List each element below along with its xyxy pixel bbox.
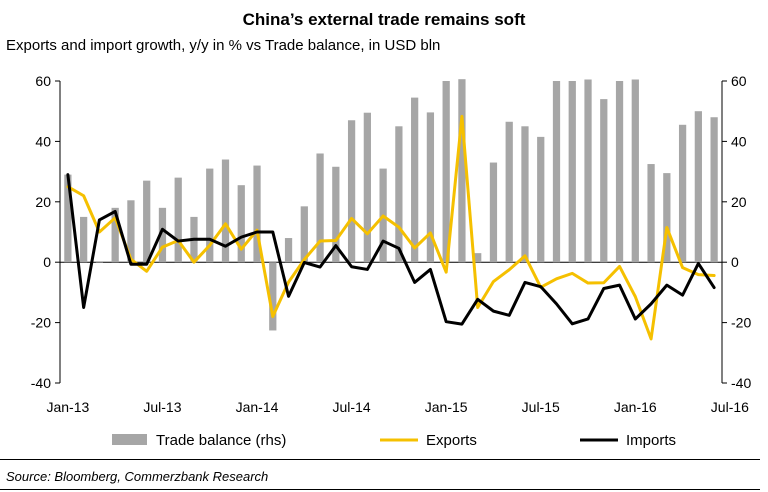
trade-balance-bar bbox=[710, 117, 718, 263]
x-tick-label: Jan-13 bbox=[46, 399, 89, 415]
trade-balance-bar bbox=[584, 79, 592, 263]
trade-balance-bar bbox=[111, 207, 119, 263]
right-tick-label: -40 bbox=[731, 375, 751, 391]
trade-balance-bar bbox=[64, 174, 72, 263]
trade-balance-bar bbox=[537, 136, 545, 263]
trade-balance-bar bbox=[158, 207, 167, 263]
trade-balance-bars bbox=[64, 79, 718, 331]
trade-balance-bar bbox=[237, 185, 245, 263]
trade-balance-bar bbox=[174, 177, 182, 263]
right-tick-label: -20 bbox=[731, 315, 751, 331]
trade-balance-bar bbox=[284, 238, 293, 263]
tick-labels-group: -40 -20 0 20 40 60 -40 -20 0 20 40 60 Jan-13 Jul-13 Ja… bbox=[31, 73, 752, 415]
x-tick-label: Jan-15 bbox=[425, 399, 468, 415]
trade-balance-bar bbox=[316, 153, 324, 263]
left-tick-label: 0 bbox=[43, 254, 51, 270]
trade-balance-bar bbox=[426, 112, 435, 263]
trade-balance-bar bbox=[127, 200, 135, 263]
right-tick-label: 20 bbox=[731, 194, 747, 210]
trade-balance-bar bbox=[363, 112, 371, 263]
right-tick-label: 0 bbox=[731, 254, 739, 270]
series-lines bbox=[66, 114, 716, 341]
trade-balance-bar bbox=[442, 81, 450, 263]
left-tick-label: -20 bbox=[31, 315, 51, 331]
trade-balance-bar bbox=[552, 81, 561, 263]
legend-label-imports: Imports bbox=[626, 432, 676, 449]
imports-line bbox=[66, 173, 716, 326]
legend-label-exports: Exports bbox=[426, 432, 477, 449]
trade-balance-bar bbox=[663, 173, 671, 263]
chart-title: China’s external trade remains soft bbox=[242, 10, 526, 29]
source-note: Source: Bloomberg, Commerzbank Research bbox=[6, 469, 269, 484]
trade-balance-bar bbox=[253, 165, 261, 263]
trade-balance-bar bbox=[95, 262, 104, 263]
trade-balance-bar bbox=[615, 81, 624, 263]
trade-balance-bar bbox=[80, 216, 88, 263]
trade-balance-bar bbox=[505, 121, 513, 263]
x-tick-label: Jul-16 bbox=[711, 399, 749, 415]
trade-balance-bar bbox=[332, 166, 340, 263]
legend-swatch-trade-balance bbox=[112, 434, 147, 445]
left-tick-label: 60 bbox=[35, 73, 51, 89]
trade-balance-bar bbox=[143, 180, 151, 263]
trade-balance-bar bbox=[347, 120, 356, 263]
legend-label-trade-balance: Trade balance (rhs) bbox=[156, 432, 286, 449]
trade-balance-bar bbox=[395, 126, 403, 263]
trade-balance-bar bbox=[568, 81, 576, 263]
trade-balance-bar bbox=[269, 262, 277, 331]
exports-line bbox=[66, 114, 716, 341]
bottom-divider bbox=[0, 489, 760, 490]
left-tick-label: 40 bbox=[35, 133, 51, 149]
trade-balance-bar bbox=[411, 97, 419, 263]
left-tick-label: 20 bbox=[35, 194, 51, 210]
trade-balance-bar bbox=[600, 99, 608, 263]
footer-divider bbox=[0, 459, 760, 460]
trade-balance-bar bbox=[458, 79, 466, 263]
x-tick-label: Jul-15 bbox=[522, 399, 560, 415]
x-tick-label: Jan-14 bbox=[236, 399, 279, 415]
trade-balance-bar bbox=[678, 124, 687, 263]
legend: Trade balance (rhs) Exports Imports bbox=[112, 432, 676, 449]
chart-subtitle: Exports and import growth, y/y in % vs T… bbox=[6, 37, 441, 54]
x-tick-label: Jan-16 bbox=[614, 399, 657, 415]
trade-balance-bar bbox=[489, 162, 498, 263]
trade-balance-bar bbox=[206, 168, 214, 263]
trade-balance-bar bbox=[221, 159, 230, 263]
trade-balance-bar bbox=[647, 164, 655, 263]
x-tick-label: Jul-13 bbox=[143, 399, 181, 415]
trade-balance-bar bbox=[631, 79, 639, 263]
right-tick-label: 40 bbox=[731, 133, 747, 149]
axes-group bbox=[55, 80, 727, 384]
left-tick-label: -40 bbox=[31, 375, 51, 391]
trade-balance-bar bbox=[474, 253, 482, 263]
trade-balance-bar bbox=[521, 126, 529, 263]
x-tick-label: Jul-14 bbox=[333, 399, 371, 415]
trade-balance-bar bbox=[300, 206, 308, 263]
trade-balance-bar bbox=[694, 111, 702, 263]
right-tick-label: 60 bbox=[731, 73, 747, 89]
